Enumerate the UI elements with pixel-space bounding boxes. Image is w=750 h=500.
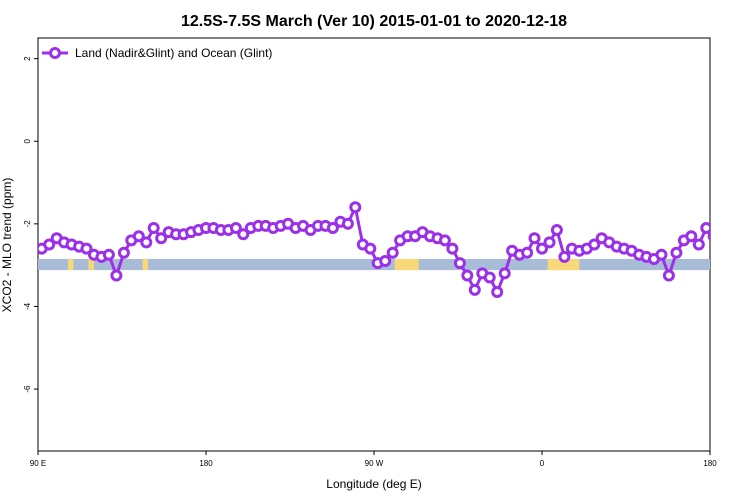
data-point [349, 201, 362, 214]
data-point [692, 238, 705, 251]
data-point [700, 222, 710, 234]
legend-marker-swatch [49, 47, 61, 59]
y-tick-label: 2 [23, 56, 32, 61]
data-point [655, 248, 668, 261]
data-point [550, 224, 563, 236]
data-point [543, 236, 556, 249]
x-tick-label: 90 E [30, 459, 46, 468]
legend: Land (Nadir&Glint) and Ocean (Glint) [42, 46, 272, 60]
y-tick-label: -4 [23, 302, 32, 310]
data-point [237, 228, 250, 241]
data-point [468, 283, 481, 296]
y-axis-label: XCO2 - MLO trend (ppm) [0, 178, 14, 313]
data-point [110, 269, 123, 282]
y-tick-label: 0 [23, 138, 32, 143]
x-tick-label: 90 W [365, 459, 384, 468]
data-point [685, 230, 698, 243]
data-point [147, 222, 160, 234]
data-point [341, 217, 354, 230]
x-axis-label: Longitude (deg E) [326, 477, 421, 491]
data-point [43, 238, 56, 251]
land-segment [67, 258, 74, 271]
legend-label: Land (Nadir&Glint) and Ocean (Glint) [75, 46, 272, 60]
data-point [229, 222, 242, 234]
data-point [326, 222, 339, 234]
data-point [80, 242, 93, 255]
data-point [140, 236, 153, 249]
data-point [588, 238, 601, 251]
data-point [132, 230, 145, 243]
data-point [386, 246, 399, 259]
data-point [453, 257, 466, 270]
land-segment [547, 258, 580, 271]
land-segment [142, 258, 149, 271]
x-tick-label: 180 [703, 459, 717, 468]
data-point [491, 286, 504, 298]
land-segment [394, 258, 419, 271]
data-point [498, 267, 511, 280]
y-axis: 2 0 -2 -4 -6 [23, 56, 38, 393]
land-segment [88, 258, 94, 271]
data-point [558, 250, 571, 263]
data-point [155, 232, 168, 245]
data-point [379, 255, 392, 267]
data-series [38, 201, 710, 298]
data-point [446, 242, 459, 255]
data-point [662, 269, 675, 282]
data-point [521, 246, 534, 259]
x-axis: 90 E 180 90 W 0 180 [30, 451, 717, 468]
y-tick-label: -6 [23, 385, 32, 393]
data-point [528, 232, 541, 245]
data-point [670, 246, 683, 259]
x-tick-label: 0 [540, 459, 545, 468]
x-tick-label: 180 [199, 459, 213, 468]
data-point [707, 231, 710, 241]
data-point [483, 271, 496, 284]
data-point [461, 269, 474, 282]
data-point [438, 234, 451, 247]
chart-title: 12.5S-7.5S March (Ver 10) 2015-01-01 to … [181, 13, 567, 30]
y-tick-label: -2 [23, 220, 32, 228]
data-point [536, 242, 548, 255]
data-point [102, 248, 115, 261]
data-point [117, 246, 130, 259]
data-point [364, 242, 377, 255]
